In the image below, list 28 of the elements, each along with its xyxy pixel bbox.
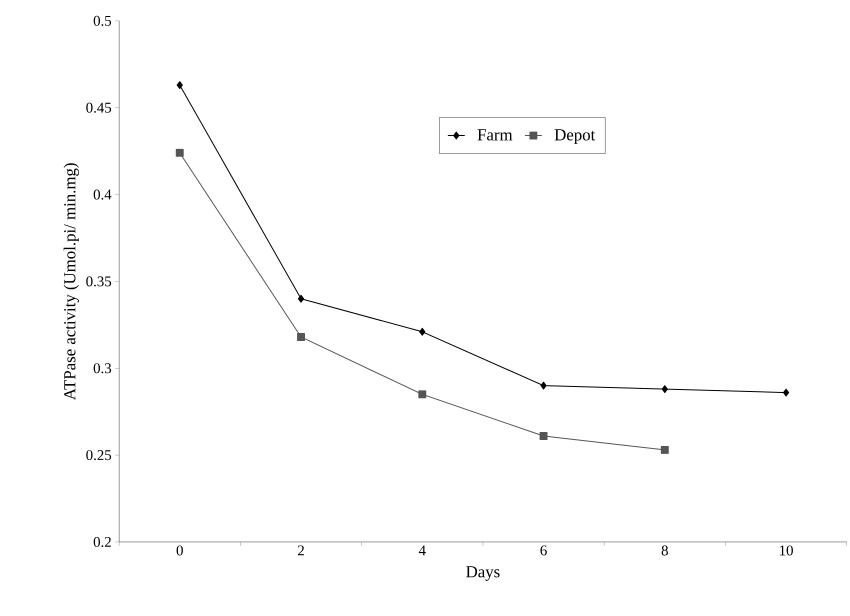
x-tick-label: 6 (540, 545, 547, 556)
x-tick-label: 0 (176, 545, 183, 556)
legend-label: Depot (554, 129, 596, 144)
point (176, 80, 183, 89)
x-axis-title: Days (466, 566, 500, 581)
x-tick-label: 10 (780, 545, 793, 556)
x-tick-label: 2 (298, 545, 304, 556)
point (662, 384, 668, 393)
point (298, 294, 304, 303)
x-tick-label: 4 (418, 545, 426, 556)
y-tick-label: 0.5 (94, 16, 112, 26)
x-tick-label: 8 (662, 545, 668, 556)
point (540, 432, 548, 440)
y-tick-label: 0.35 (86, 276, 112, 286)
point (176, 148, 184, 157)
legend-label: Farm (478, 129, 512, 140)
point (540, 381, 547, 390)
point (297, 332, 305, 341)
y-tick-label: 0.25 (86, 450, 112, 460)
y-tick-label: 0.2 (94, 536, 111, 547)
y-tick-label: 0.4 (94, 189, 112, 200)
y-tick-label: 0.45 (86, 102, 112, 113)
point (782, 388, 790, 396)
y-axis-title: ATPase activity (Umol.pi/ min.mg) (64, 163, 79, 400)
y-tick-label: 0.3 (94, 363, 112, 374)
point (418, 390, 426, 398)
point (660, 446, 669, 454)
point (419, 328, 426, 336)
